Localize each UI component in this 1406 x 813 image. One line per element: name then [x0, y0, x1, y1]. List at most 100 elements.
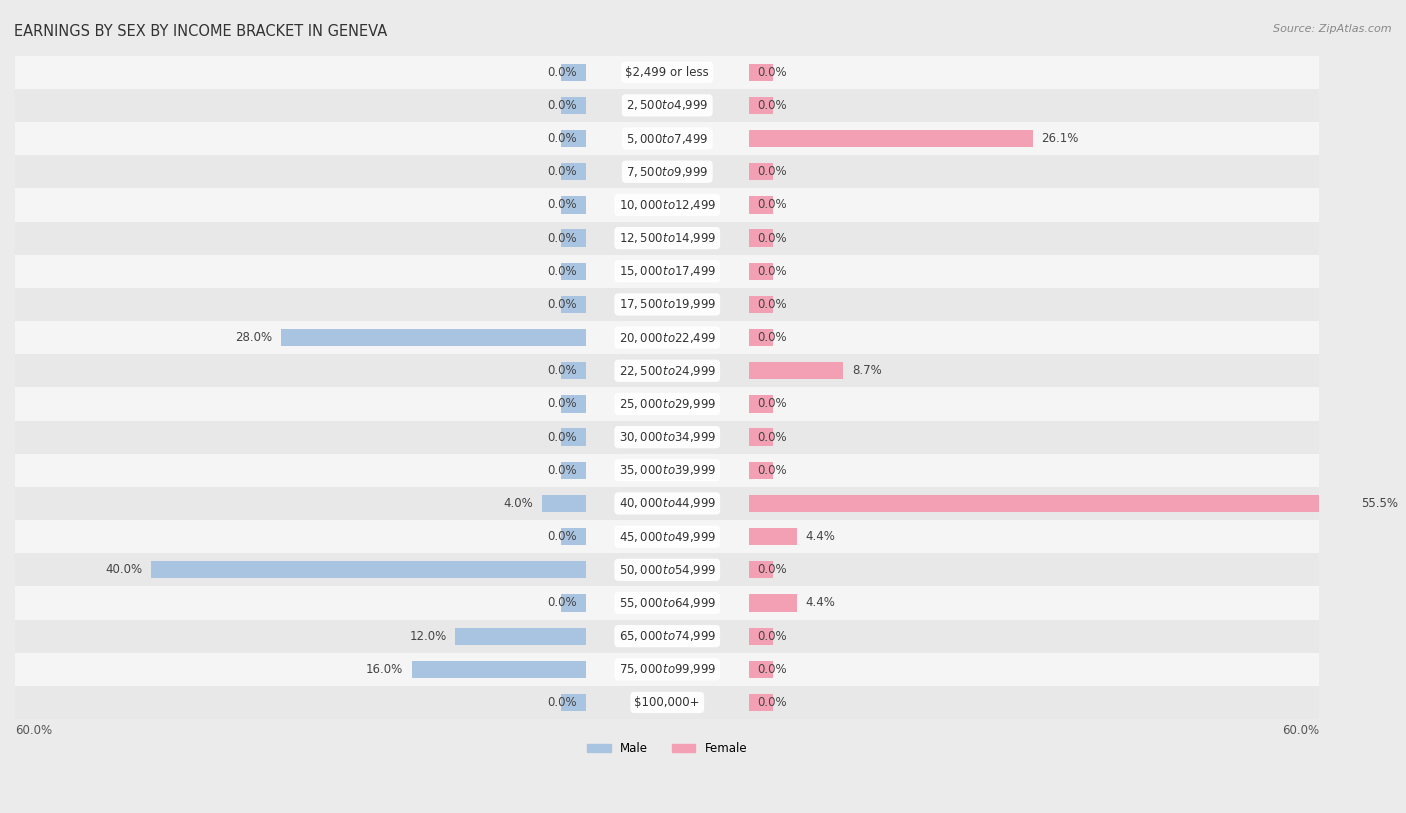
Text: 28.0%: 28.0%: [236, 331, 273, 344]
Text: 0.0%: 0.0%: [547, 99, 576, 112]
Bar: [15, 321, 1319, 354]
Bar: [15, 122, 1319, 155]
Bar: [749, 296, 773, 313]
Text: 0.0%: 0.0%: [758, 696, 787, 709]
Bar: [561, 362, 586, 380]
Bar: [15, 620, 1319, 653]
Bar: [561, 196, 586, 214]
Text: 0.0%: 0.0%: [547, 398, 576, 411]
Bar: [15, 686, 1319, 719]
Text: 0.0%: 0.0%: [758, 629, 787, 642]
Text: 0.0%: 0.0%: [758, 398, 787, 411]
Bar: [543, 495, 586, 512]
Bar: [561, 229, 586, 246]
Text: $7,500 to $9,999: $7,500 to $9,999: [626, 165, 709, 179]
Text: 0.0%: 0.0%: [547, 463, 576, 476]
Bar: [15, 553, 1319, 586]
Text: 40.0%: 40.0%: [105, 563, 142, 576]
Bar: [15, 520, 1319, 553]
Text: 0.0%: 0.0%: [758, 66, 787, 79]
Bar: [561, 428, 586, 446]
Text: $75,000 to $99,999: $75,000 to $99,999: [619, 663, 716, 676]
Text: 60.0%: 60.0%: [15, 724, 52, 737]
Bar: [749, 462, 773, 479]
Text: 0.0%: 0.0%: [547, 597, 576, 610]
Bar: [15, 55, 1319, 89]
Text: 0.0%: 0.0%: [547, 530, 576, 543]
Bar: [15, 653, 1319, 686]
Text: 16.0%: 16.0%: [366, 663, 404, 676]
Text: 0.0%: 0.0%: [758, 298, 787, 311]
Bar: [561, 130, 586, 147]
Bar: [561, 163, 586, 180]
Text: 0.0%: 0.0%: [758, 232, 787, 245]
Bar: [561, 395, 586, 412]
Text: 0.0%: 0.0%: [547, 298, 576, 311]
Legend: Male, Female: Male, Female: [582, 737, 752, 760]
Text: 0.0%: 0.0%: [758, 463, 787, 476]
Bar: [15, 487, 1319, 520]
Bar: [749, 130, 1032, 147]
Text: 0.0%: 0.0%: [758, 265, 787, 278]
Text: $45,000 to $49,999: $45,000 to $49,999: [619, 529, 716, 544]
Bar: [749, 63, 773, 80]
Text: 0.0%: 0.0%: [758, 99, 787, 112]
Bar: [749, 395, 773, 412]
Bar: [749, 693, 773, 711]
Bar: [749, 428, 773, 446]
Text: 4.4%: 4.4%: [806, 530, 835, 543]
Bar: [15, 155, 1319, 189]
Bar: [15, 387, 1319, 420]
Bar: [749, 594, 797, 611]
Bar: [15, 89, 1319, 122]
Bar: [15, 454, 1319, 487]
Text: $15,000 to $17,499: $15,000 to $17,499: [619, 264, 716, 278]
Text: $17,500 to $19,999: $17,500 to $19,999: [619, 298, 716, 311]
Bar: [15, 254, 1319, 288]
Text: $30,000 to $34,999: $30,000 to $34,999: [619, 430, 716, 444]
Bar: [561, 693, 586, 711]
Bar: [456, 628, 586, 645]
Text: 0.0%: 0.0%: [547, 132, 576, 145]
Text: $40,000 to $44,999: $40,000 to $44,999: [619, 497, 716, 511]
Text: $65,000 to $74,999: $65,000 to $74,999: [619, 629, 716, 643]
Text: $100,000+: $100,000+: [634, 696, 700, 709]
Text: $55,000 to $64,999: $55,000 to $64,999: [619, 596, 716, 610]
Bar: [561, 528, 586, 546]
Text: 0.0%: 0.0%: [758, 563, 787, 576]
Bar: [749, 229, 773, 246]
Text: $2,499 or less: $2,499 or less: [626, 66, 709, 79]
Bar: [15, 221, 1319, 254]
Bar: [561, 263, 586, 280]
Text: 4.4%: 4.4%: [806, 597, 835, 610]
Bar: [749, 196, 773, 214]
Text: 8.7%: 8.7%: [852, 364, 882, 377]
Bar: [15, 420, 1319, 454]
Bar: [749, 263, 773, 280]
Text: 26.1%: 26.1%: [1042, 132, 1078, 145]
Text: $25,000 to $29,999: $25,000 to $29,999: [619, 397, 716, 411]
Text: 0.0%: 0.0%: [758, 165, 787, 178]
Text: $12,500 to $14,999: $12,500 to $14,999: [619, 231, 716, 245]
Text: 0.0%: 0.0%: [547, 165, 576, 178]
Text: 0.0%: 0.0%: [758, 331, 787, 344]
Text: $35,000 to $39,999: $35,000 to $39,999: [619, 463, 716, 477]
Text: $5,000 to $7,499: $5,000 to $7,499: [626, 132, 709, 146]
Text: $20,000 to $22,499: $20,000 to $22,499: [619, 331, 716, 345]
Bar: [749, 163, 773, 180]
Text: 0.0%: 0.0%: [547, 431, 576, 444]
Text: 0.0%: 0.0%: [547, 232, 576, 245]
Text: 0.0%: 0.0%: [547, 364, 576, 377]
Bar: [15, 288, 1319, 321]
Bar: [561, 97, 586, 114]
Bar: [749, 628, 773, 645]
Text: 0.0%: 0.0%: [547, 696, 576, 709]
Bar: [281, 329, 586, 346]
Bar: [15, 586, 1319, 620]
Text: 0.0%: 0.0%: [547, 265, 576, 278]
Text: $50,000 to $54,999: $50,000 to $54,999: [619, 563, 716, 576]
Bar: [15, 354, 1319, 387]
Bar: [749, 97, 773, 114]
Bar: [561, 296, 586, 313]
Bar: [749, 661, 773, 678]
